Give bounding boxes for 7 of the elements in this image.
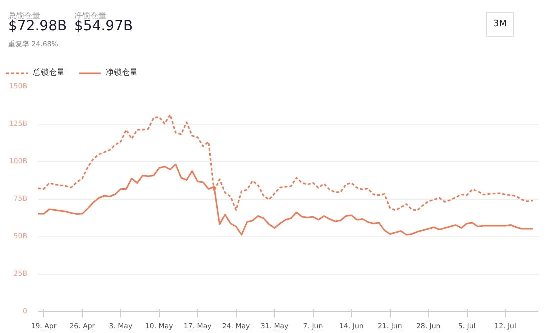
legend-label: 净锁仓量 xyxy=(106,67,138,78)
text: 净锁仓量 xyxy=(74,12,106,20)
legend-label: 总锁仓量 xyxy=(33,67,65,78)
text: 总锁仓量 xyxy=(8,12,40,20)
text: $72.98B xyxy=(8,18,68,34)
text: 3M xyxy=(494,20,507,30)
text: $54.97B xyxy=(74,18,134,34)
